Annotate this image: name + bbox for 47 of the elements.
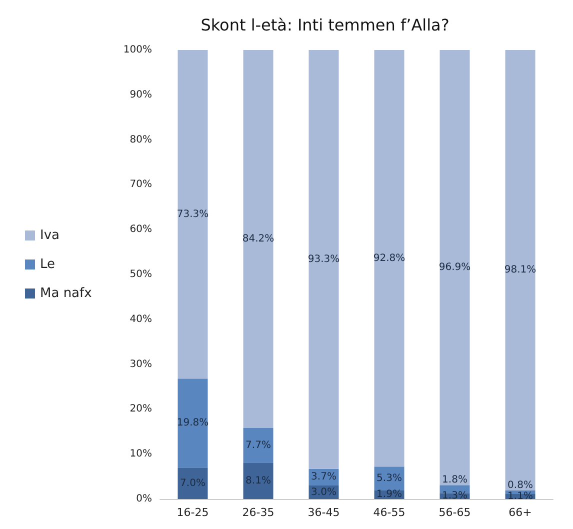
y-tick-label: 20%	[130, 404, 152, 415]
y-tick-label: 0%	[136, 494, 152, 504]
legend-label: Ma nafx	[40, 286, 92, 301]
y-tick-label: 50%	[130, 269, 152, 280]
data-label: 7.0%	[180, 478, 206, 489]
x-tick-label: 56-65	[438, 506, 471, 519]
data-label: 5.3%	[376, 473, 402, 484]
legend-label: Le	[40, 257, 56, 272]
bar	[243, 428, 274, 463]
bar	[178, 378, 208, 468]
data-label: 7.7%	[246, 440, 271, 451]
x-tick-label: 16-25	[176, 506, 209, 519]
data-label: 93.3%	[308, 254, 340, 265]
data-label: 73.3%	[176, 208, 209, 220]
data-label: 1.9%	[376, 489, 402, 500]
data-label: 1.3%	[442, 490, 468, 502]
y-tick-label: 80%	[130, 134, 152, 146]
y-tick-label: 10%	[130, 448, 152, 460]
bar	[178, 468, 208, 499]
data-label: 96.9%	[438, 262, 471, 274]
x-tick-label: 36-45	[308, 506, 340, 519]
bar	[243, 50, 274, 428]
bar	[308, 50, 339, 469]
data-label: 1.8%	[442, 474, 468, 486]
y-tick-label: 100%	[123, 44, 152, 56]
bar	[178, 50, 208, 379]
data-label: 84.2%	[242, 234, 274, 245]
x-tick-label: 46-55	[373, 506, 406, 519]
y-tick-label: 30%	[130, 358, 152, 370]
x-tick-label: 26-35	[242, 506, 274, 519]
y-tick-label: 60%	[130, 224, 152, 236]
data-label: 98.1%	[504, 264, 536, 276]
y-tick-label: 70%	[130, 179, 152, 190]
data-label: 92.8%	[373, 252, 406, 264]
data-label: 0.8%	[508, 480, 533, 491]
y-tick-label: 90%	[130, 89, 152, 100]
bar	[440, 50, 470, 486]
x-tick-label: 66+	[508, 506, 532, 519]
data-label: 3.0%	[311, 486, 336, 498]
y-tick-label: 40%	[130, 314, 152, 325]
bar	[505, 50, 536, 490]
bar	[374, 50, 404, 467]
legend-label: Iva	[40, 228, 60, 243]
data-label: 3.7%	[311, 472, 336, 483]
data-label: 8.1%	[246, 475, 271, 486]
bar	[243, 462, 274, 499]
chart-title: Skont l-età: Inti temmen f’Alla?	[200, 16, 450, 34]
